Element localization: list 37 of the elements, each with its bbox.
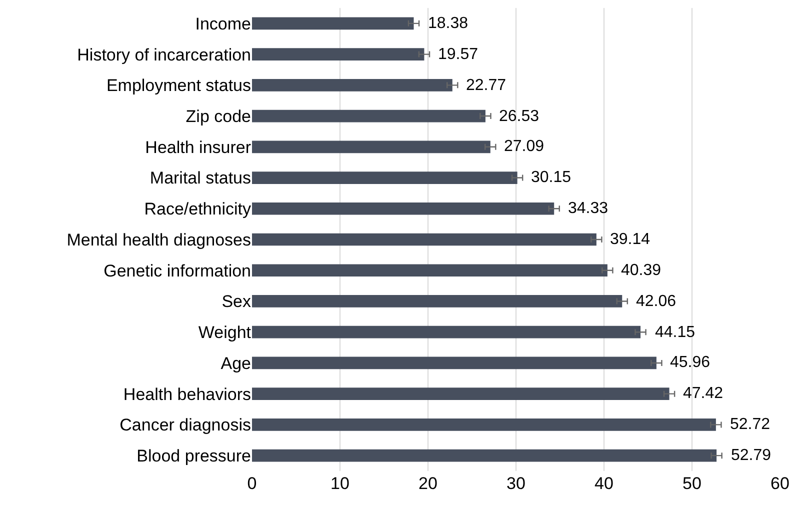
x-tick-label: 30: [506, 474, 526, 493]
y-tick-label: Weight: [198, 323, 252, 342]
data-label: 52.72: [730, 416, 770, 433]
data-label: 39.14: [610, 231, 650, 248]
y-tick-label: History of incarceration: [77, 45, 251, 64]
data-label: 30.15: [531, 169, 572, 186]
data-label: 44.15: [655, 324, 696, 341]
x-tick-label: 10: [330, 474, 350, 493]
data-label: 26.53: [499, 108, 540, 125]
data-label: 27.09: [504, 138, 544, 155]
y-tick-label: Employment status: [106, 76, 251, 96]
y-tick-label: Health behaviors: [123, 384, 251, 404]
y-tick-label: Mental health diagnoses: [66, 230, 251, 250]
data-label: 34.33: [568, 200, 608, 217]
data-label: 42.06: [636, 293, 676, 310]
y-tick-label: Health insurer: [145, 138, 252, 157]
x-tick-label: 0: [247, 474, 257, 493]
y-tick-label: Sex: [222, 292, 252, 312]
x-tick-label: 60: [770, 474, 790, 493]
data-label: 52.79: [731, 447, 772, 464]
y-tick-label: Age: [220, 354, 251, 373]
y-tick-label: Marital status: [150, 168, 251, 188]
data-label: 22.77: [466, 77, 506, 94]
data-label: 19.57: [438, 46, 478, 63]
y-tick-label: Income: [195, 14, 251, 34]
x-tick-label: 20: [418, 474, 438, 493]
data-label: 47.42: [683, 385, 724, 402]
data-label: 18.38: [428, 15, 468, 32]
y-tick-label: Genetic information: [104, 261, 251, 280]
y-tick-label: Zip code: [186, 106, 251, 126]
x-tick-label: 40: [594, 474, 614, 493]
x-tick-label: 50: [682, 474, 702, 493]
y-tick-label: Blood pressure: [136, 446, 251, 466]
y-tick-label: Race/ethnicity: [144, 200, 252, 219]
data-label: 45.96: [670, 354, 710, 371]
data-label: 40.39: [621, 262, 662, 279]
y-tick-label: Cancer diagnosis: [120, 416, 251, 435]
